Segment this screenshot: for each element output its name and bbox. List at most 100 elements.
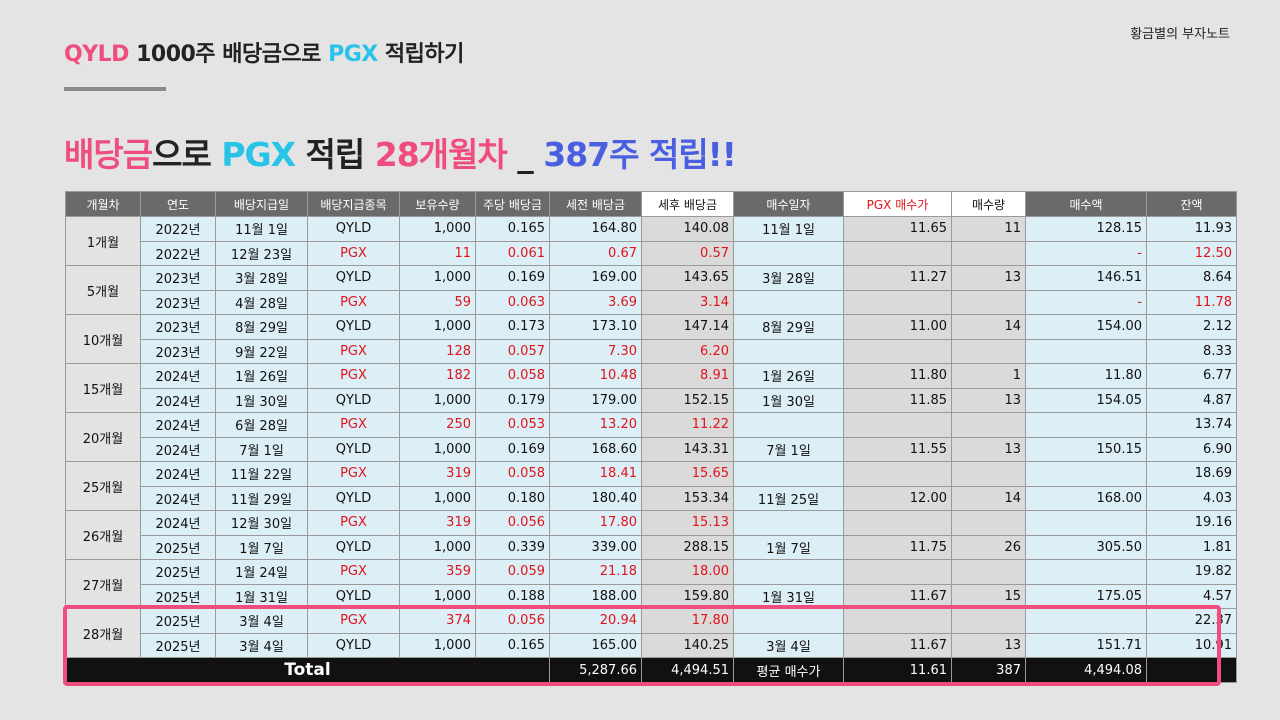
cell-balance: 19.82: [1146, 559, 1237, 585]
table-row: 2025년 3월 4일 QYLD 1,000 0.165 165.00 140.25 3월 4…: [66, 632, 1237, 658]
subtitle-pgx: PGX: [328, 42, 378, 67]
cell-balance: 4.57: [1146, 583, 1237, 609]
cell-pretax: 339.00: [549, 534, 642, 560]
cell-amount: 151.71: [1025, 632, 1147, 658]
table-row: 2024년 1월 30일 QYLD 1,000 0.179 179.00 152.15 1월 …: [66, 387, 1237, 413]
cell-balance: 18.69: [1146, 461, 1237, 487]
cell-buy-qty: 15: [951, 583, 1026, 609]
cell-holdings: 1,000: [399, 632, 476, 658]
cell-month-group: 26개월: [65, 510, 141, 560]
table-row: 2022년 12월 23일 PGX 11 0.061 0.67 0.57 -12.50: [66, 240, 1237, 266]
cell-posttax: 15.13: [641, 510, 734, 536]
cell-buy-date: [733, 559, 844, 585]
cell-pgx-price: [843, 289, 952, 315]
cell-posttax: 15.65: [641, 461, 734, 487]
cell-dps: 0.169: [475, 265, 550, 291]
cell-year: 2024년: [140, 436, 216, 462]
cell-pretax: 18.41: [549, 461, 642, 487]
cell-pretax: 180.40: [549, 485, 642, 511]
cell-holdings: 1,000: [399, 534, 476, 560]
cell-ticker: QYLD: [307, 265, 400, 291]
cell-ticker: QYLD: [307, 387, 400, 413]
cell-pretax: 164.80: [549, 216, 642, 242]
cell-posttax: 18.00: [641, 559, 734, 585]
cell-pay-date: 3월 4일: [215, 632, 308, 658]
cell-balance: 6.77: [1146, 363, 1237, 389]
cell-pretax: 173.10: [549, 314, 642, 340]
cell-amount: 11.80: [1025, 363, 1147, 389]
cell-pretax: 10.48: [549, 363, 642, 389]
cell-amount: 128.15: [1025, 216, 1147, 242]
cell-pay-date: 1월 31일: [215, 583, 308, 609]
cell-posttax: 143.65: [641, 265, 734, 291]
cell-buy-date: 1월 30일: [733, 387, 844, 413]
cell-ticker: PGX: [307, 461, 400, 487]
cell-buy-qty: 13: [951, 632, 1026, 658]
cell-pretax: 165.00: [549, 632, 642, 658]
cell-year: 2025년: [140, 608, 216, 634]
total-avg-label: 평균 매수가: [733, 657, 844, 683]
cell-ticker: QYLD: [307, 485, 400, 511]
table-row: 2024년 11월 29일 QYLD 1,000 0.180 180.40 153.34 11…: [66, 485, 1237, 511]
col-header-pretax: 세전 배당금: [549, 191, 642, 217]
cell-holdings: 359: [399, 559, 476, 585]
cell-amount: 150.15: [1025, 436, 1147, 462]
cell-dps: 0.058: [475, 363, 550, 389]
cell-posttax: 8.91: [641, 363, 734, 389]
col-header-pgx-price: PGX 매수가: [843, 191, 952, 217]
cell-balance: 6.90: [1146, 436, 1237, 462]
cell-posttax: 0.57: [641, 240, 734, 266]
col-header-ticker: 배당지급종목: [307, 191, 400, 217]
cell-pretax: 169.00: [549, 265, 642, 291]
cell-pretax: 17.80: [549, 510, 642, 536]
cell-posttax: 17.80: [641, 608, 734, 634]
cell-posttax: 6.20: [641, 338, 734, 364]
cell-dps: 0.339: [475, 534, 550, 560]
cell-amount: 146.51: [1025, 265, 1147, 291]
cell-dps: 0.058: [475, 461, 550, 487]
col-header-amount: 매수액: [1025, 191, 1147, 217]
cell-month-group: 20개월: [65, 412, 141, 462]
cell-balance: 13.74: [1146, 412, 1237, 438]
cell-ticker: QYLD: [307, 534, 400, 560]
cell-dps: 0.188: [475, 583, 550, 609]
cell-month-group: 28개월: [65, 608, 141, 658]
cell-dps: 0.053: [475, 412, 550, 438]
cell-year: 2024년: [140, 461, 216, 487]
col-header-pay-date: 배당지급일: [215, 191, 308, 217]
cell-year: 2025년: [140, 632, 216, 658]
cell-buy-date: 1월 26일: [733, 363, 844, 389]
cell-holdings: 1,000: [399, 436, 476, 462]
cell-buy-date: [733, 608, 844, 634]
total-buy-qty: 387: [951, 657, 1026, 683]
cell-buy-qty: [951, 510, 1026, 536]
table-row: 1개월 2022년 11월 1일 QYLD 1,000 0.165 164.80 140.08…: [65, 216, 1237, 266]
cell-holdings: 1,000: [399, 314, 476, 340]
cell-buy-qty: [951, 461, 1026, 487]
total-pretax: 5,287.66: [549, 657, 642, 683]
cell-year: 2024년: [140, 510, 216, 536]
cell-holdings: 59: [399, 289, 476, 315]
cell-year: 2025년: [140, 534, 216, 560]
cell-month-group: 10개월: [65, 314, 141, 364]
cell-ticker: QYLD: [307, 216, 400, 242]
total-posttax: 4,494.51: [641, 657, 734, 683]
dividend-table: 개월차 연도 배당지급일 배당지급종목 보유수량 주당 배당금 세전 배당금 세…: [65, 191, 1237, 683]
cell-buy-date: [733, 510, 844, 536]
table-row: 28개월 2025년 3월 4일 PGX 374 0.056 20.94 17.80 22.37: [65, 608, 1237, 658]
cell-buy-qty: 11: [951, 216, 1026, 242]
col-header-buy-date: 매수일자: [733, 191, 844, 217]
cell-year: 2024년: [140, 387, 216, 413]
cell-amount: 175.05: [1025, 583, 1147, 609]
cell-pgx-price: [843, 338, 952, 364]
cell-amount: [1025, 412, 1147, 438]
cell-buy-date: 3월 4일: [733, 632, 844, 658]
cell-ticker: PGX: [307, 510, 400, 536]
headline-dividend: 배당금: [64, 135, 153, 174]
cell-year: 2023년: [140, 265, 216, 291]
cell-holdings: 1,000: [399, 583, 476, 609]
cell-balance: 2.12: [1146, 314, 1237, 340]
cell-year: 2023년: [140, 314, 216, 340]
cell-month-group: 1개월: [65, 216, 141, 266]
cell-balance: 11.93: [1146, 216, 1237, 242]
